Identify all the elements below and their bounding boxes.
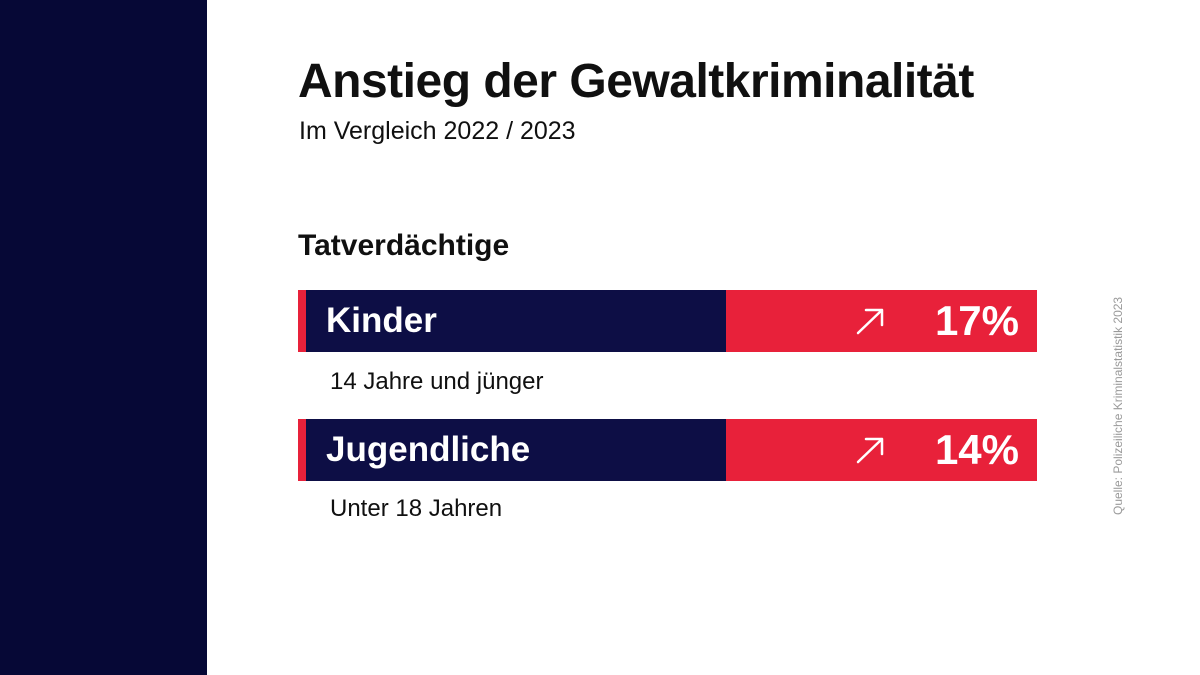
row-value-kinder: 17% — [934, 297, 1019, 344]
value-panel-jugendliche: 14% — [726, 419, 1037, 481]
row-value-jugendliche: 14% — [934, 426, 1019, 473]
side-panel — [0, 0, 207, 675]
chart-subtitle: Im Vergleich 2022 / 2023 — [299, 117, 576, 145]
row-caption-kinder: 14 Jahre und jünger — [330, 368, 544, 395]
row-label-jugendliche: Jugendliche — [326, 430, 531, 469]
row-accent — [298, 290, 306, 352]
row-label-kinder: Kinder — [326, 301, 437, 340]
section-label: Tatverdächtige — [298, 229, 510, 262]
arrow-up-right-icon — [856, 437, 884, 464]
value-panel-kinder: 17% — [726, 290, 1037, 352]
row-bar-kinder: Kinder 17% — [298, 290, 1037, 352]
row-bar-jugendliche: Jugendliche 14% — [298, 419, 1037, 481]
source-note: Quelle: Polizeiliche Kriminalstatistik 2… — [1111, 296, 1125, 515]
row-accent — [298, 419, 306, 481]
chart-title: Anstieg der Gewaltkriminalität — [298, 55, 974, 108]
row-caption-jugendliche: Unter 18 Jahren — [330, 495, 503, 522]
arrow-up-right-icon — [856, 308, 884, 335]
